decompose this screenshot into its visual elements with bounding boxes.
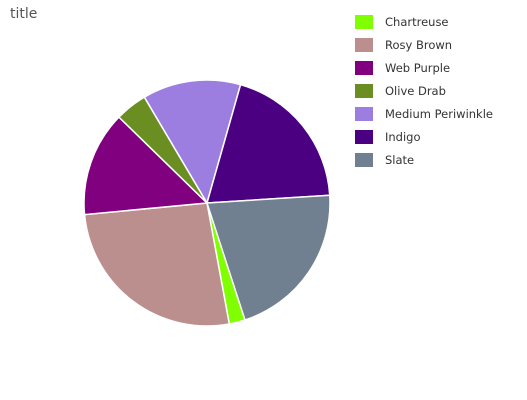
legend-item: Slate <box>355 148 493 171</box>
legend-item: Chartreuse <box>355 10 493 33</box>
pie-slice-web-purple <box>83 116 209 216</box>
legend-item: Olive Drab <box>355 79 493 102</box>
legend-swatch <box>355 152 373 167</box>
legend-label: Web Purple <box>385 60 451 75</box>
legend-item: Web Purple <box>355 56 493 79</box>
pie-slice-indigo <box>205 83 331 204</box>
legend-label: Medium Periwinkle <box>385 106 493 121</box>
legend-label: Rosy Brown <box>385 37 453 52</box>
legend-item: Indigo <box>355 125 493 148</box>
legend-swatch <box>355 14 373 29</box>
pie-slice-slate <box>205 194 331 321</box>
pie-slice-rosy-brown <box>83 202 231 327</box>
legend-item: Rosy Brown <box>355 33 493 56</box>
legend-swatch <box>355 60 373 75</box>
legend-label: Indigo <box>385 129 421 144</box>
legend: Chartreuse Rosy Brown Web Purple Olive Drab… <box>355 10 493 171</box>
legend-swatch <box>355 83 373 98</box>
pie-slice-medium-periwinkle <box>143 79 242 205</box>
legend-item: Medium Periwinkle <box>355 102 493 125</box>
legend-swatch <box>355 129 373 144</box>
legend-swatch <box>355 106 373 121</box>
legend-label: Slate <box>385 152 415 167</box>
chart-title: title <box>10 6 38 22</box>
legend-swatch <box>355 37 373 52</box>
legend-label: Olive Drab <box>385 83 446 98</box>
legend-label: Chartreuse <box>385 14 449 29</box>
